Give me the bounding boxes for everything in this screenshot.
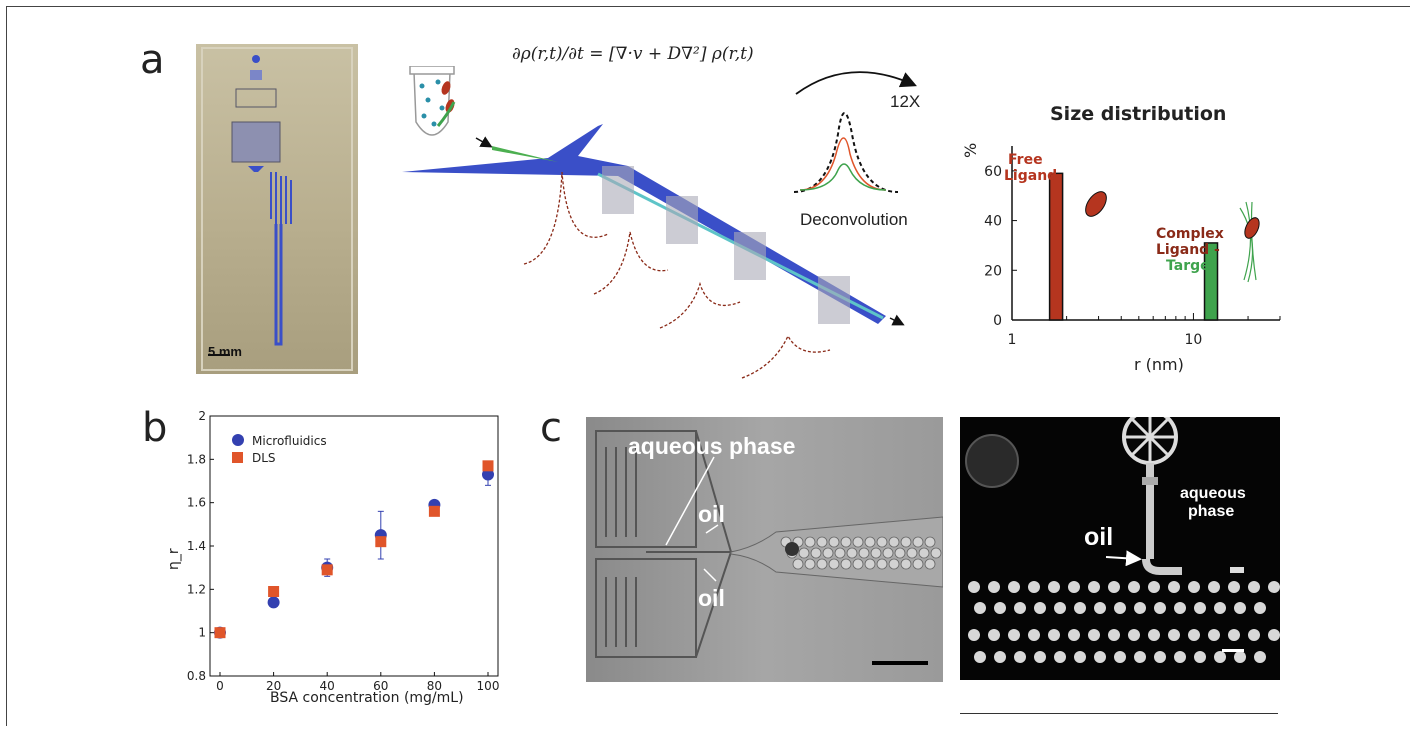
legend-microfluidics-label: Microfluidics <box>252 434 327 448</box>
size-bar-complex <box>1203 242 1219 321</box>
device-photo: 5 mm <box>196 44 358 374</box>
aqueous-label-right-line2: phase <box>1188 503 1235 520</box>
size-chart-ylabel: % <box>961 143 980 158</box>
viscosity-y-tick-label: 1 <box>198 626 206 640</box>
aqueous-phase-label-left: aqueous phase <box>628 433 796 459</box>
figure-frame <box>6 6 1410 726</box>
deconvolution-label: Deconvolution <box>800 210 908 229</box>
point-dls <box>214 627 226 639</box>
device-channels-drawing <box>201 47 353 371</box>
point-dls <box>268 586 280 597</box>
size-chart-x-tick-label: 1 <box>1008 332 1017 348</box>
viscosity-y-tick-label: 1.2 <box>187 582 206 596</box>
viscosity-x-tick-label: 100 <box>477 679 500 693</box>
viscosity-x-tick-label: 0 <box>216 679 224 693</box>
panel-label-a: a <box>140 37 165 83</box>
legend-dls-marker <box>232 452 243 463</box>
viscosity-x-tick-label: 60 <box>373 679 388 693</box>
point-dls <box>428 505 440 517</box>
size-chart-y-tick-label: 0 <box>993 313 1002 329</box>
bottom-rule <box>960 713 1278 714</box>
viscosity-chart: η_r BSA concentration (mg/mL) 0.8 1 1.2 1.4… <box>166 410 500 706</box>
point-dls <box>482 460 494 472</box>
viscosity-y-tick-label: 2 <box>198 410 206 423</box>
fluorescence-micrograph: aqueous phase oil <box>960 409 1280 680</box>
complex-label-line3: Target <box>1166 258 1217 274</box>
viscosity-x-tick-label: 80 <box>427 679 442 693</box>
ligand-icon <box>1085 191 1107 217</box>
viscosity-y-tick-label: 1.8 <box>187 452 206 466</box>
complex-label-line1: Complex <box>1156 226 1224 242</box>
legend-dls-label: DLS <box>252 451 276 465</box>
magnification-label: 12X <box>890 92 921 111</box>
brightfield-drawing <box>595 430 944 665</box>
free-ligand-label-line2: Ligand <box>1004 168 1057 184</box>
viscosity-x-tick-label: 40 <box>320 679 335 693</box>
size-chart-y-tick-label: 20 <box>984 263 1002 279</box>
panel-label-c: c <box>540 405 562 451</box>
viscosity-chart-ylabel: η_r <box>166 548 182 570</box>
viscosity-y-tick-label: 1.6 <box>187 496 206 510</box>
size-bar-free-ligand <box>1048 172 1064 321</box>
oil-label-right: oil <box>1084 523 1114 551</box>
size-distribution-chart: Size distribution % r (nm) 0 20 40 60 1 10 Fr… <box>961 103 1281 374</box>
complex-icon <box>1239 201 1260 283</box>
viscosity-y-tick-label: 0.8 <box>187 669 206 683</box>
panel-label-b: b <box>142 405 168 451</box>
complex-label-line2: Ligand - <box>1156 242 1220 258</box>
size-chart-y-tick-label: 40 <box>984 214 1002 230</box>
viscosity-y-tick-label: 1.4 <box>187 539 206 553</box>
point-microfluidics <box>482 468 494 481</box>
diffusion-equation: ∂ρ(r,t)/∂t = [∇·v + D∇²] ρ(r,t) <box>512 44 754 64</box>
viscosity-chart-xlabel: BSA concentration (mg/mL) <box>270 690 464 706</box>
point-dls <box>375 536 387 548</box>
oil-label-bottom-left: oil <box>698 585 725 611</box>
brightfield-micrograph: aqueous phase oil oil <box>586 417 944 682</box>
fluorescence-drawing <box>965 409 1280 663</box>
point-dls <box>321 564 333 576</box>
deconvolution-sketch <box>793 71 917 193</box>
viscosity-x-tick-label: 20 <box>266 679 281 693</box>
aqueous-label-right-line1: aqueous <box>1180 485 1246 502</box>
size-chart-title: Size distribution <box>1050 103 1226 125</box>
channel-schematic <box>402 66 905 379</box>
size-chart-x-tick-label: 10 <box>1185 332 1203 348</box>
free-ligand-label-line1: Free <box>1008 152 1043 168</box>
point-microfluidics <box>267 596 280 609</box>
size-chart-xlabel: r (nm) <box>1134 355 1184 374</box>
oil-label-top-left: oil <box>698 501 725 527</box>
size-chart-y-tick-label: 60 <box>984 164 1002 180</box>
legend-microfluidics-marker <box>232 434 244 446</box>
scale-bar-label: 5 mm <box>208 344 242 359</box>
sample-tube-icon <box>409 66 456 136</box>
